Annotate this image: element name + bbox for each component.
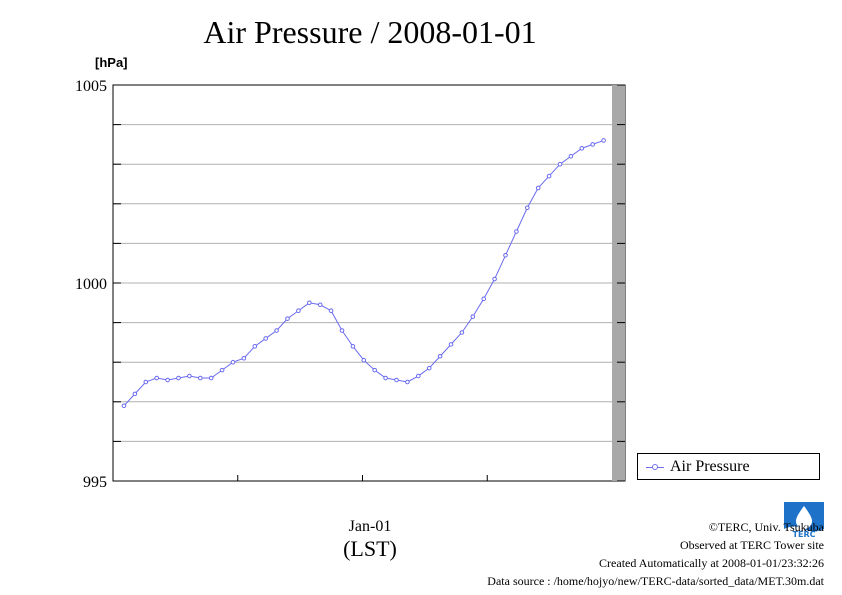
data-point xyxy=(219,367,225,373)
data-point xyxy=(383,375,388,381)
data-point xyxy=(165,377,170,383)
y-tick-label: 1005 xyxy=(75,78,107,95)
data-point xyxy=(579,146,585,151)
data-point xyxy=(525,205,530,211)
data-point xyxy=(339,328,345,333)
data-point xyxy=(176,375,181,381)
data-point xyxy=(459,330,465,335)
x-tick-label: Jan-01 xyxy=(348,518,392,535)
y-tick-label: 1000 xyxy=(75,276,107,293)
data-point xyxy=(492,276,497,282)
data-point xyxy=(546,173,552,179)
data-point xyxy=(394,377,399,383)
series-line-air-pressure xyxy=(123,139,604,407)
credit-created: Created Automatically at 2008-01-01/23:3… xyxy=(599,556,824,570)
x-axis-label-group: Jan-01 (LST) xyxy=(310,518,430,562)
data-point xyxy=(241,355,247,361)
data-point xyxy=(426,365,432,371)
data-point xyxy=(350,344,356,349)
data-point xyxy=(132,391,138,397)
data-point xyxy=(198,375,203,381)
data-point xyxy=(143,379,149,385)
y-tick-label: 995 xyxy=(83,474,107,491)
data-point xyxy=(154,375,159,381)
data-point xyxy=(405,379,410,385)
terc-logo: TERC xyxy=(784,502,824,539)
data-point xyxy=(590,142,596,147)
data-point xyxy=(285,316,290,321)
data-point xyxy=(361,357,367,363)
legend: Air Pressure xyxy=(637,453,820,480)
credit-observed: Observed at TERC Tower site xyxy=(679,538,824,552)
data-point xyxy=(208,375,214,381)
data-point xyxy=(328,308,334,314)
data-point xyxy=(263,336,269,341)
data-point xyxy=(317,302,323,308)
credit-copyright: ©TERC, Univ. Tsukuba xyxy=(708,520,824,534)
series-points xyxy=(121,138,606,409)
data-point xyxy=(230,359,236,365)
data-point xyxy=(557,161,563,167)
data-point xyxy=(274,328,279,333)
data-point xyxy=(503,252,508,258)
data-point xyxy=(514,229,519,234)
data-point xyxy=(187,373,192,379)
credit-source: Data source : /home/hojyo/new/TERC-data/… xyxy=(487,574,824,588)
legend-marker xyxy=(646,462,664,472)
svg-text:TERC: TERC xyxy=(793,530,816,538)
data-point xyxy=(437,353,443,359)
x-axis-ticks xyxy=(237,475,488,481)
data-point xyxy=(121,403,127,409)
y-axis-ticks: 995 1000 1005 xyxy=(75,78,625,491)
data-point xyxy=(470,314,476,319)
y-axis-unit: [hPa] xyxy=(95,55,128,70)
data-point xyxy=(568,153,574,159)
data-point xyxy=(481,296,487,302)
data-point xyxy=(535,185,541,191)
data-point xyxy=(601,138,606,143)
data-point xyxy=(296,308,301,314)
data-point xyxy=(252,344,258,349)
x-axis-label: (LST) xyxy=(343,536,397,561)
data-point xyxy=(307,300,312,306)
data-point xyxy=(448,342,454,347)
data-point xyxy=(372,367,378,373)
gridlines xyxy=(113,124,625,442)
legend-label: Air Pressure xyxy=(670,457,750,475)
data-point xyxy=(416,373,421,379)
chart-title: Air Pressure / 2008-01-01 xyxy=(203,14,537,50)
